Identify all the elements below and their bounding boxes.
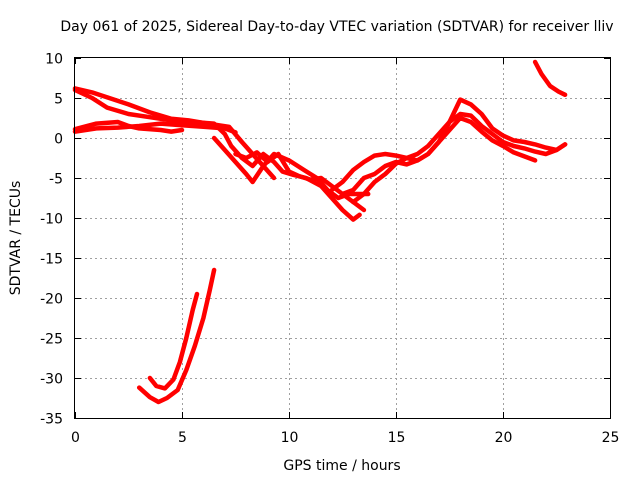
x-tick-label: 5 <box>178 430 187 446</box>
x-tick-label: 15 <box>388 430 406 446</box>
y-tick-label: -25 <box>40 332 63 348</box>
x-axis-ticks: 0 5 10 15 20 25 <box>71 58 619 446</box>
y-tick-label: -5 <box>49 172 63 188</box>
x-tick-label: 20 <box>495 430 513 446</box>
series-track-k <box>136 267 217 405</box>
series-track-d <box>72 119 185 134</box>
series-track-a <box>72 87 362 222</box>
x-tick-label: 25 <box>602 430 620 446</box>
y-tick-label: 0 <box>54 132 63 148</box>
series-track-i <box>350 97 568 205</box>
series-track-c <box>72 121 238 135</box>
y-tick-label: -20 <box>40 292 63 308</box>
series-track-j <box>532 59 568 98</box>
y-tick-label: -30 <box>40 372 63 388</box>
plot-frame <box>74 57 611 419</box>
y-axis-ticks: 10 5 0 -5 -10 -15 -20 -25 -30 -35 <box>40 52 610 428</box>
series-track-l <box>147 291 200 391</box>
series-track-e <box>211 135 371 201</box>
y-tick-label: 5 <box>54 92 63 108</box>
y-tick-label: 10 <box>45 52 63 68</box>
y-tick-label: -10 <box>40 212 63 228</box>
y-gridlines <box>75 98 610 379</box>
y-tick-label: -35 <box>40 412 63 428</box>
x-axis-label: GPS time / hours <box>283 458 400 474</box>
x-tick-label: 10 <box>281 430 299 446</box>
y-tick-label: -15 <box>40 252 63 268</box>
chart-title: Day 061 of 2025, Sidereal Day-to-day VTE… <box>60 19 613 35</box>
y-axis-label: SDTVAR / TECUs <box>8 181 24 296</box>
x-tick-label: 0 <box>71 430 80 446</box>
series-layer <box>72 59 568 405</box>
